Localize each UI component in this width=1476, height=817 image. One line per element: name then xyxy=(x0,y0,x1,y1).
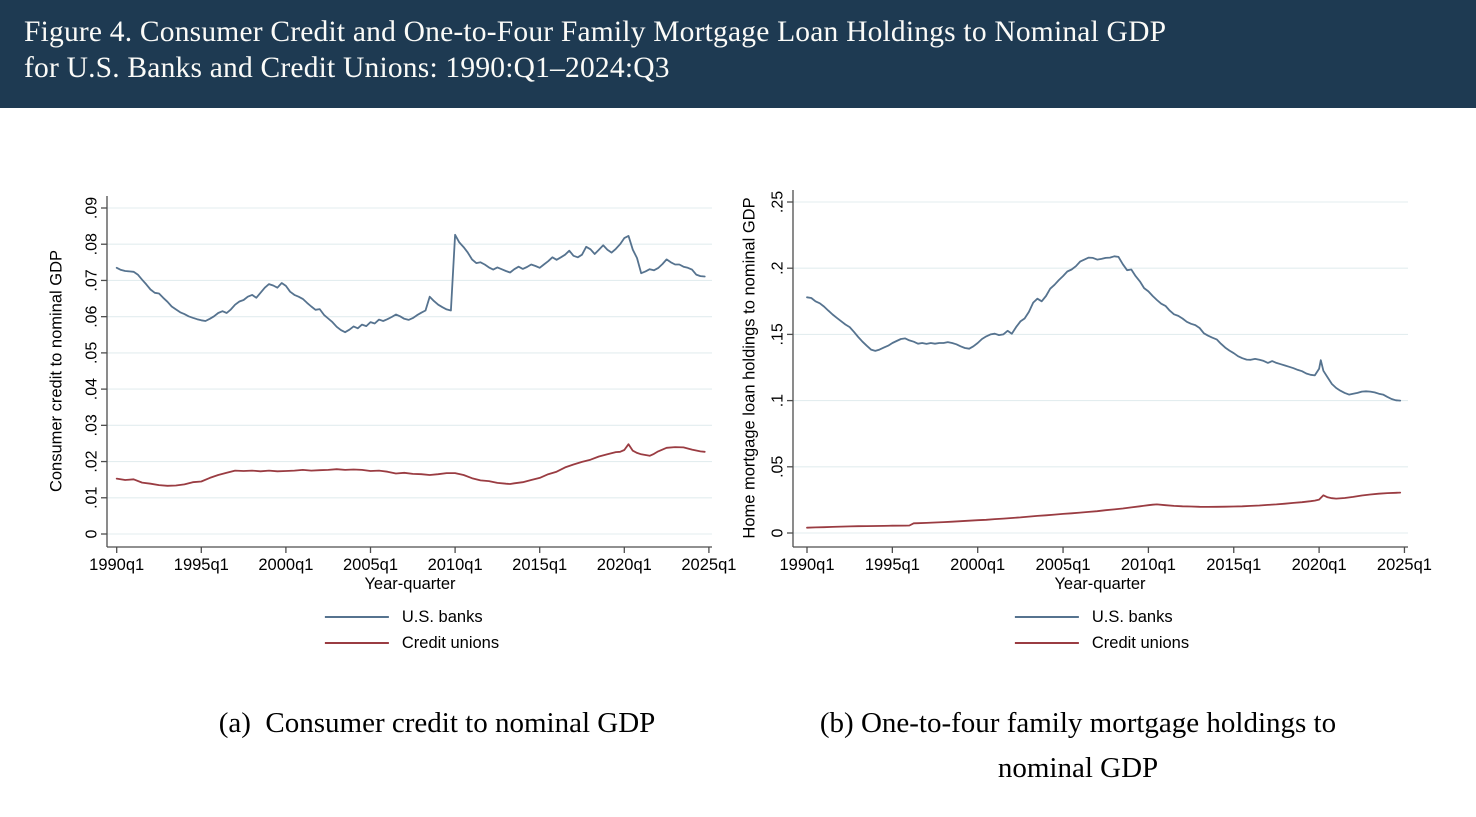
series-line-credit-unions xyxy=(115,443,706,487)
y-tick-label: .03 xyxy=(84,414,101,436)
x-tick-label: 2005q1 xyxy=(343,556,398,574)
x-tick-label: 2010q1 xyxy=(1121,556,1176,574)
x-tick-label: 1990q1 xyxy=(779,556,834,574)
chart-a-caption-line1: (a) Consumer credit to nominal GDP xyxy=(218,707,656,739)
x-tick-label: 2020q1 xyxy=(597,556,652,574)
chart-b-caption-line2: nominal GDP xyxy=(997,752,1159,784)
us-banks-legend-label: U.S. banks xyxy=(401,607,483,626)
x-tick-label: 2000q1 xyxy=(950,556,1005,574)
x-tick-label: 2000q1 xyxy=(258,556,313,574)
series-line-u-s-banks xyxy=(806,255,1402,402)
chart-b-x-axis-title: Year-quarter xyxy=(1054,575,1146,593)
us-banks-line-sample xyxy=(324,616,389,618)
x-tick-label: 2015q1 xyxy=(512,556,567,574)
legend-item-credit-unions: Credit unions xyxy=(1014,632,1190,654)
x-tick-label: 1995q1 xyxy=(865,556,920,574)
x-tick-label: 1995q1 xyxy=(174,556,229,574)
x-tick-label: 2020q1 xyxy=(1292,556,1347,574)
y-tick-label: .04 xyxy=(84,378,101,400)
series-line-credit-unions xyxy=(806,491,1402,529)
figure-title-bar: Figure 4. Consumer Credit and One-to-Fou… xyxy=(0,0,1476,108)
us-banks-legend-label: U.S. banks xyxy=(1091,607,1173,626)
y-tick-label: .25 xyxy=(770,191,787,213)
chart-a-x-axis-title: Year-quarter xyxy=(364,575,456,593)
y-tick-label: .07 xyxy=(84,269,101,291)
x-tick-label: 2025q1 xyxy=(681,556,736,574)
y-tick-label: .2 xyxy=(770,261,787,274)
series-line-u-s-banks xyxy=(115,233,706,334)
y-tick-label: .06 xyxy=(84,305,101,327)
us-banks-line-sample xyxy=(1014,616,1079,618)
credit-unions-legend-label: Credit unions xyxy=(1091,633,1190,652)
y-tick-label: .09 xyxy=(84,197,101,219)
legend-item-credit-unions: Credit unions xyxy=(324,632,500,654)
x-tick-label: 2010q1 xyxy=(428,556,483,574)
chart-a-legend: U.S. banks Credit unions xyxy=(324,606,500,654)
y-tick-label: 0 xyxy=(770,528,787,537)
y-tick-label: .15 xyxy=(770,323,787,345)
x-tick-label: 2005q1 xyxy=(1036,556,1091,574)
chart-b-y-axis-title: Home mortgage loan holdings to nominal G… xyxy=(740,197,759,539)
y-tick-label: .01 xyxy=(84,487,101,509)
y-tick-label: .08 xyxy=(84,233,101,255)
x-tick-label: 2025q1 xyxy=(1377,556,1432,574)
legend-item-us-banks: U.S. banks xyxy=(1014,606,1189,628)
credit-unions-line-sample xyxy=(324,642,389,644)
y-tick-label: .05 xyxy=(84,342,101,364)
y-tick-label: .05 xyxy=(770,456,787,478)
chart-a-y-axis-title: Consumer credit to nominal GDP xyxy=(47,249,66,493)
y-tick-label: .1 xyxy=(770,394,787,407)
x-tick-label: 2015q1 xyxy=(1206,556,1261,574)
x-tick-label: 1990q1 xyxy=(89,556,144,574)
chart-a-caption: (a) Consumer credit to nominal GDP xyxy=(219,701,656,746)
chart-b-caption-line1: (b) One-to-four family mortgage holdings… xyxy=(819,707,1337,739)
figure-title-line1: Figure 4. Consumer Credit and One-to-Fou… xyxy=(24,16,1167,48)
y-tick-label: 0 xyxy=(84,529,101,538)
chart-b-caption: (b) One-to-four family mortgage holdings… xyxy=(820,701,1336,791)
credit-unions-legend-label: Credit unions xyxy=(401,633,500,652)
chart-b-legend: U.S. banks Credit unions xyxy=(1014,606,1190,654)
legend-item-us-banks: U.S. banks xyxy=(324,606,499,628)
figure-title-line2: for U.S. Banks and Credit Unions: 1990:Q… xyxy=(24,52,670,84)
credit-unions-line-sample xyxy=(1014,642,1079,644)
y-tick-label: .02 xyxy=(84,450,101,472)
